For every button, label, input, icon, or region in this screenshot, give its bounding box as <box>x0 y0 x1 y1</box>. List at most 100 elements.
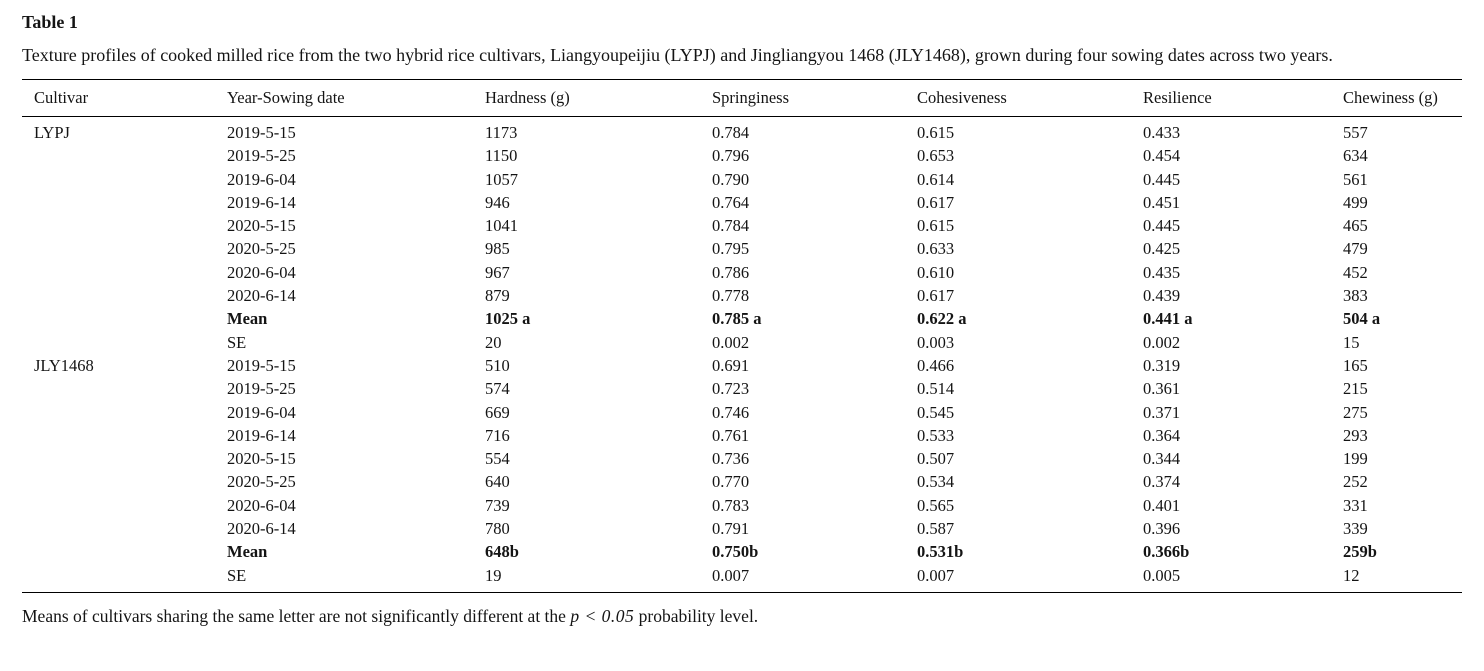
table-cell: 0.770 <box>712 472 750 492</box>
table-cell: 1057 <box>485 169 518 189</box>
table-cell: 0.454 <box>1143 146 1181 166</box>
table-cell: Mean <box>227 542 268 562</box>
table-cell: 0.786 <box>712 262 750 282</box>
column-header: Cultivar <box>22 79 215 117</box>
table-cell: 510 <box>485 355 510 375</box>
column-header: Hardness (g) <box>473 79 700 117</box>
table-cell: 2020-5-15 <box>227 449 296 469</box>
table-cell: 648b <box>485 542 519 562</box>
table-cell <box>22 377 215 400</box>
table-cell: 2020-5-25 <box>227 472 296 492</box>
table-cell: 2019-6-14 <box>227 425 296 445</box>
table-row: LYPJ 2019-5-15 1173 0.784 0.615 0.433 557 <box>22 117 1462 145</box>
table-cell: SE <box>227 565 247 585</box>
table-cell: 0.791 <box>712 519 750 539</box>
table-cell: 780 <box>485 519 510 539</box>
table-cell: 0.617 <box>917 192 955 212</box>
table-footnote: Means of cultivars sharing the same lett… <box>22 604 1462 628</box>
table-cell: 0.364 <box>1143 425 1181 445</box>
table-cell: 20 <box>485 332 502 352</box>
table-cell: 0.723 <box>712 379 750 399</box>
table-cell: 15 <box>1343 332 1360 352</box>
table-cell: 967 <box>485 262 510 282</box>
table-cell <box>22 564 215 593</box>
table-cell <box>22 237 215 260</box>
table-row: 2019-5-25 1150 0.796 0.653 0.454 634 <box>22 144 1462 167</box>
table-cell: 499 <box>1343 192 1368 212</box>
column-header: Chewiness (g) <box>1331 79 1462 117</box>
table-cell <box>22 307 215 330</box>
table-cell: 0.587 <box>917 519 955 539</box>
table-cell: Mean <box>227 309 268 329</box>
table-cell: 0.778 <box>712 286 750 306</box>
table-cell: 0.790 <box>712 169 750 189</box>
table-row: 2020-5-25 640 0.770 0.534 0.374 252 <box>22 470 1462 493</box>
table-cell: 479 <box>1343 239 1368 259</box>
table-cell: 0.344 <box>1143 449 1181 469</box>
footnote-text-suffix: probability level. <box>634 605 759 626</box>
table-cell: 0.796 <box>712 146 750 166</box>
table-cell: 2019-5-25 <box>227 146 296 166</box>
table-row: SE 19 0.007 0.007 0.005 12 <box>22 564 1462 593</box>
table-cell: 0.425 <box>1143 239 1181 259</box>
table-cell: 0.622 a <box>917 309 967 329</box>
column-header: Cohesiveness <box>905 79 1131 117</box>
table-cell: 0.614 <box>917 169 955 189</box>
table-cell: 452 <box>1343 262 1368 282</box>
table-row: 2020-5-15 1041 0.784 0.615 0.445 465 <box>22 214 1462 237</box>
table-caption: Texture profiles of cooked milled rice f… <box>22 45 1333 65</box>
table-cell: 215 <box>1343 379 1368 399</box>
table-cell: 716 <box>485 425 510 445</box>
table-cell: 0.002 <box>712 332 750 352</box>
table-cell: 0.445 <box>1143 216 1181 236</box>
table-cell <box>22 494 215 517</box>
table-row: 2019-6-04 1057 0.790 0.614 0.445 561 <box>22 168 1462 191</box>
table-cell: 383 <box>1343 286 1368 306</box>
table-cell: 259b <box>1343 542 1377 562</box>
table-row: 2020-5-25 985 0.795 0.633 0.425 479 <box>22 237 1462 260</box>
table-row: Mean 1025 a 0.785 a 0.622 a 0.441 a 504 a <box>22 307 1462 330</box>
table-cell: 0.617 <box>917 286 955 306</box>
table-cell: 2020-6-14 <box>227 286 296 306</box>
table-cell: 2019-6-04 <box>227 402 296 422</box>
table-cell: 0.610 <box>917 262 955 282</box>
table-cell: 0.784 <box>712 216 750 236</box>
table-row: Mean 648b 0.750b 0.531b 0.366b 259b <box>22 540 1462 563</box>
table-cell: 0.396 <box>1143 519 1181 539</box>
table-row: 2020-6-14 879 0.778 0.617 0.439 383 <box>22 284 1462 307</box>
table-cell: 0.750b <box>712 542 759 562</box>
table-cell: 669 <box>485 402 510 422</box>
table-cell: 0.007 <box>917 565 955 585</box>
table-cell: 0.795 <box>712 239 750 259</box>
table-cell <box>22 401 215 424</box>
table-cell: 0.633 <box>917 239 955 259</box>
table-cell: 0.002 <box>1143 332 1181 352</box>
table-cell: 0.361 <box>1143 379 1181 399</box>
table-row: 2019-6-04 669 0.746 0.545 0.371 275 <box>22 401 1462 424</box>
table-cell: 0.514 <box>917 379 955 399</box>
table-cell <box>22 261 215 284</box>
column-header: Year-Sowing date <box>215 79 473 117</box>
table-cell: 1025 a <box>485 309 531 329</box>
table-cell: 293 <box>1343 425 1368 445</box>
table-cell: 0.319 <box>1143 355 1181 375</box>
column-header: Springiness <box>700 79 905 117</box>
table-body: LYPJ 2019-5-15 1173 0.784 0.615 0.433 557 2019-… <box>22 117 1462 593</box>
table-cell: 739 <box>485 495 510 515</box>
table-cell: 640 <box>485 472 510 492</box>
table-cell: 2020-6-04 <box>227 495 296 515</box>
table-row: JLY1468 2019-5-15 510 0.691 0.466 0.319 165 <box>22 354 1462 377</box>
table-cell: 331 <box>1343 495 1368 515</box>
table-cell: 2019-6-14 <box>227 192 296 212</box>
table-cell: 0.615 <box>917 216 955 236</box>
table-cell: 0.433 <box>1143 123 1181 142</box>
table-cell: 275 <box>1343 402 1368 422</box>
table-cell: 0.451 <box>1143 192 1181 212</box>
table-cell <box>22 517 215 540</box>
table-row: 2019-6-14 716 0.761 0.533 0.364 293 <box>22 424 1462 447</box>
table-cell <box>22 470 215 493</box>
table-cell: 2020-6-14 <box>227 519 296 539</box>
table-cell: 0.003 <box>917 332 955 352</box>
table-cell: 946 <box>485 192 510 212</box>
table-cell: 339 <box>1343 519 1368 539</box>
